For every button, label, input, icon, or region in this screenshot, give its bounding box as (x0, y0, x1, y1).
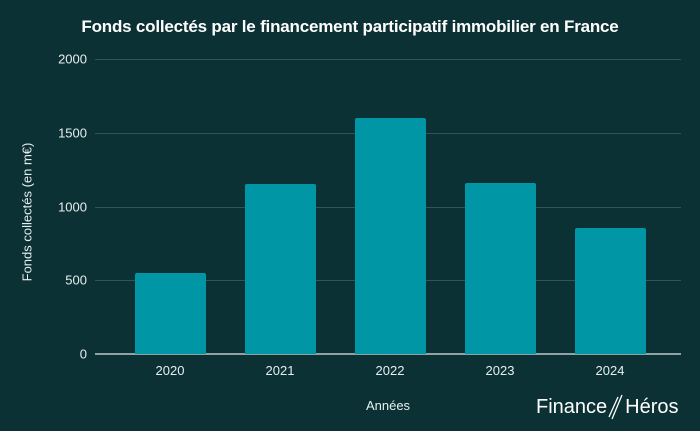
y-tick-label: 1500 (58, 125, 87, 141)
y-tick-label: 0 (79, 346, 87, 362)
bar-2022 (354, 118, 426, 354)
x-tick-label: 2023 (485, 363, 515, 378)
logo-text-heros: Héros (625, 395, 679, 418)
x-tick-label: 2024 (595, 363, 625, 378)
bar-2023 (464, 182, 536, 354)
x-tick-label: 2021 (265, 363, 295, 378)
chart-title: Fonds collectés par le financement parti… (81, 17, 619, 36)
x-axis-line (95, 353, 681, 355)
plot-area: 0 500 1000 1500 2000 2020 2021 2022 2023 2024 (58, 52, 681, 378)
x-axis-label: Années (365, 398, 411, 413)
gridline (95, 59, 681, 60)
y-tick-label: 500 (65, 272, 87, 288)
y-tick-label: 1000 (58, 199, 87, 214)
finance-heros-logo: Finance Héros (536, 393, 679, 421)
bar-2024 (574, 227, 646, 354)
logo-text-finance: Finance (536, 395, 608, 418)
bar-2020 (134, 272, 206, 354)
x-tick-label: 2020 (155, 363, 185, 378)
logo-double-slash-icon (607, 393, 625, 421)
x-tick-label: 2022 (375, 363, 405, 378)
bar-2021 (244, 184, 316, 354)
y-tick-label: 2000 (58, 51, 87, 67)
